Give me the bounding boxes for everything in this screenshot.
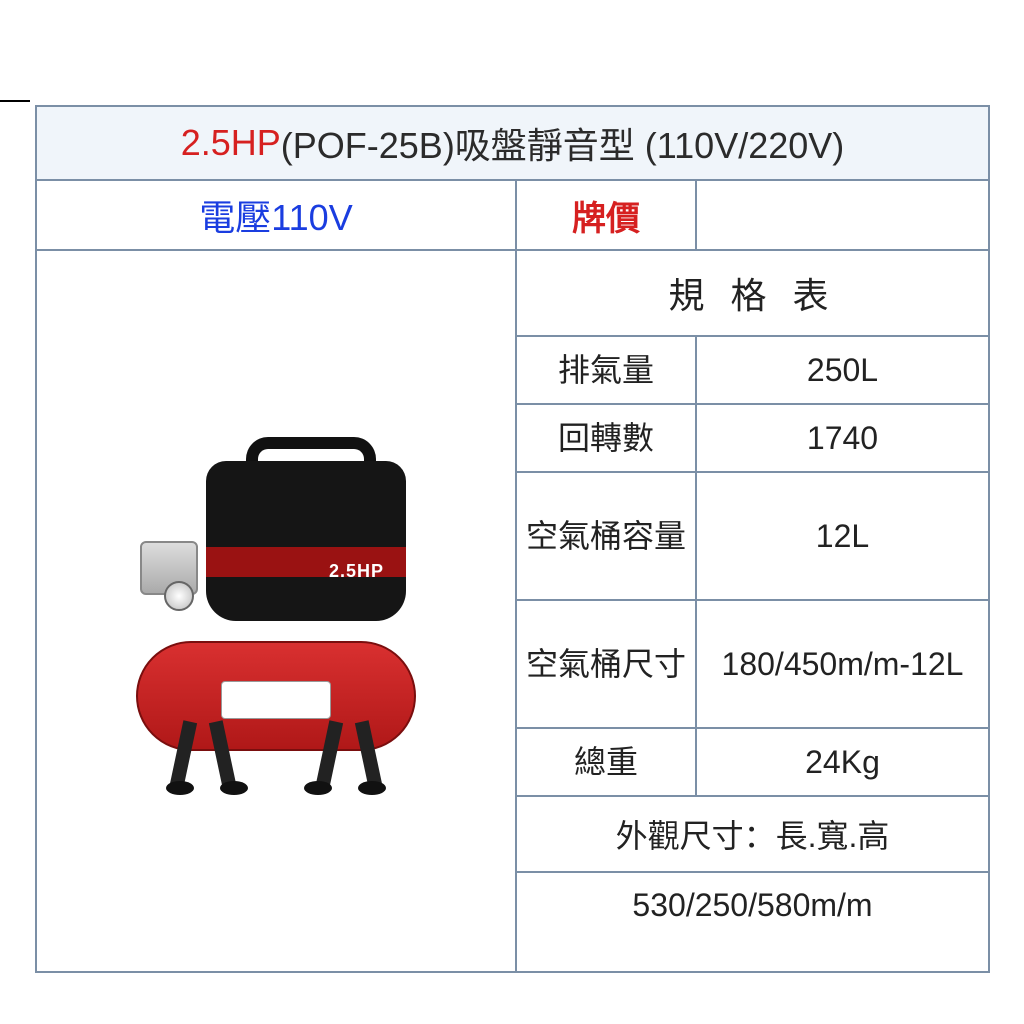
spec-label: 空氣桶尺寸 (517, 601, 697, 727)
spec-row: 排氣量 250L (517, 337, 988, 405)
compressor-illustration: 2.5HP (116, 431, 436, 791)
page-dash (0, 100, 30, 102)
foot (304, 781, 332, 795)
compressor-motor: 2.5HP (206, 461, 406, 621)
title-hp: 2.5HP (181, 122, 281, 164)
price-label-cell: 牌價 (517, 181, 697, 249)
tank-label-plate (221, 681, 331, 719)
spec-value: 180/450m/m-12L (697, 601, 988, 727)
spec-title: 規 格 表 (517, 251, 988, 337)
foot (220, 781, 248, 795)
spec-row: 空氣桶尺寸 180/450m/m-12L (517, 601, 988, 729)
spec-row: 總重 24Kg (517, 729, 988, 797)
spec-footer-label: 外觀尺寸：長.寬.高 (517, 797, 988, 873)
body-row: 2.5HP 規 格 表 排氣量 250L (37, 251, 988, 971)
spec-label: 總重 (517, 729, 697, 795)
voltage-cell: 電壓110V (37, 181, 517, 249)
spec-table: 2.5HP (POF-25B)吸盤靜音型 (110V/220V) 電壓110V … (35, 105, 990, 973)
air-tank (136, 641, 416, 751)
spec-row: 空氣桶容量 12L (517, 473, 988, 601)
spec-label: 排氣量 (517, 337, 697, 403)
spec-value: 1740 (697, 405, 988, 471)
spec-label: 回轉數 (517, 405, 697, 471)
spec-value: 250L (697, 337, 988, 403)
spec-label: 空氣桶容量 (517, 473, 697, 599)
header-row: 電壓110V 牌價 (37, 181, 988, 251)
title-rest: (POF-25B)吸盤靜音型 (110V/220V) (281, 117, 845, 169)
title-row: 2.5HP (POF-25B)吸盤靜音型 (110V/220V) (37, 107, 988, 181)
spec-value: 12L (697, 473, 988, 599)
spec-column: 規 格 表 排氣量 250L 回轉數 1740 空氣桶容量 12L 空氣桶尺寸 … (517, 251, 988, 971)
spec-value: 24Kg (697, 729, 988, 795)
spec-footer-value: 530/250/580m/m (517, 873, 988, 938)
spec-row: 回轉數 1740 (517, 405, 988, 473)
pressure-gauge-icon (164, 581, 194, 611)
foot (166, 781, 194, 795)
foot (358, 781, 386, 795)
motor-hp-label: 2.5HP (329, 561, 384, 582)
price-value-cell (697, 181, 988, 249)
product-image-cell: 2.5HP (37, 251, 517, 971)
